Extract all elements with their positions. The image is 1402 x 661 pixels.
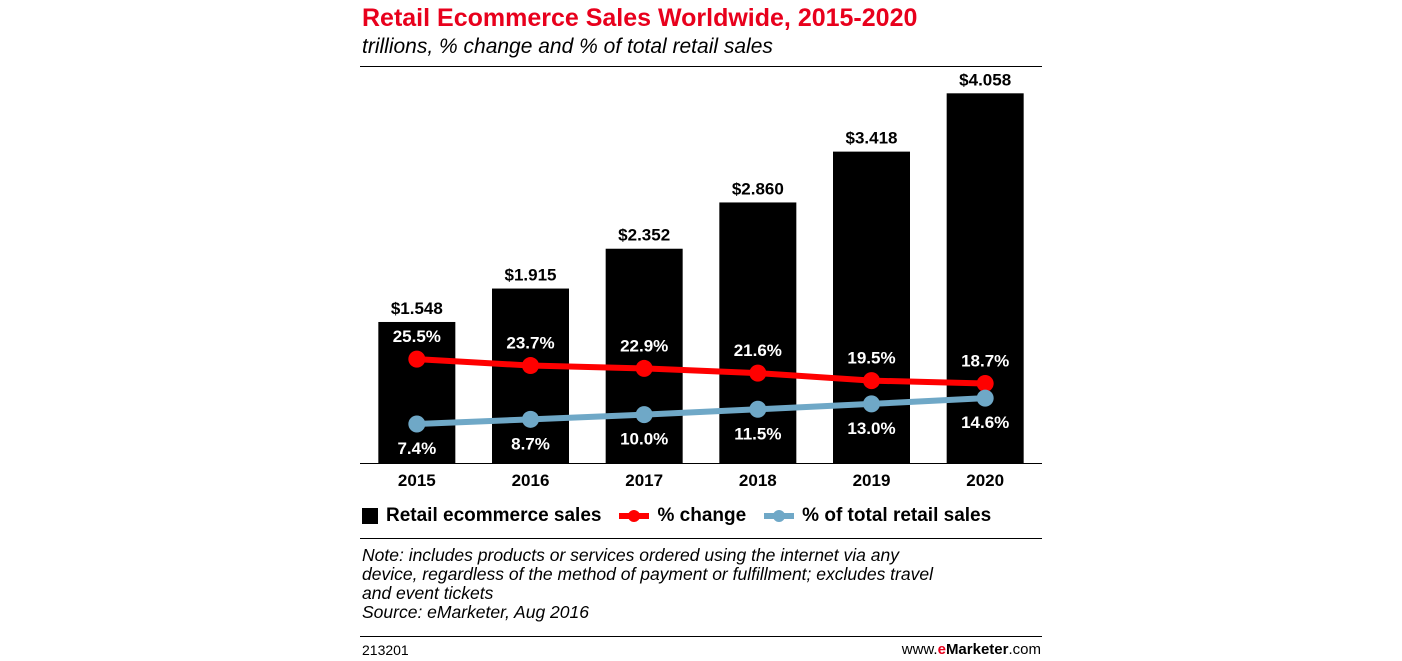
share-point <box>522 410 539 428</box>
bar-value-label: $2.860 <box>732 179 784 198</box>
legend-item-change: % change <box>619 505 746 527</box>
change-value-label: 25.5% <box>393 327 441 346</box>
x-tick-label: 2020 <box>966 471 1004 490</box>
chart-title: Retail Ecommerce Sales Worldwide, 2015-2… <box>362 4 918 32</box>
bar-value-label: $1.915 <box>505 266 557 285</box>
note-line: and event tickets <box>362 583 494 603</box>
change-value-label: 22.9% <box>620 336 668 355</box>
change-value-label: 23.7% <box>506 334 554 353</box>
share-value-label: 7.4% <box>397 439 436 458</box>
legend-swatch-share <box>764 510 795 522</box>
legend-item-sales: Retail ecommerce sales <box>362 505 601 527</box>
legend-label-change: % change <box>657 505 747 526</box>
brand-link[interactable]: www.eMarketer.com <box>902 641 1041 658</box>
share-value-label: 8.7% <box>511 434 550 453</box>
share-value-label: 13.0% <box>847 419 895 438</box>
bar-value-label: $3.418 <box>846 129 898 148</box>
change-point <box>749 364 767 382</box>
change-point <box>408 350 426 368</box>
x-tick-label: 2018 <box>739 471 777 490</box>
chart-legend: Retail ecommerce sales % change % of tot… <box>362 501 991 531</box>
share-point <box>863 395 880 413</box>
legend-divider <box>360 538 1042 539</box>
change-point <box>522 357 539 375</box>
share-value-label: 11.5% <box>734 424 781 443</box>
share-point <box>749 400 767 418</box>
x-tick-label: 2017 <box>625 471 663 490</box>
chart-subtitle: trillions, % change and % of total retai… <box>362 35 773 58</box>
change-point <box>635 359 653 377</box>
note-line: Note: includes products or services orde… <box>362 545 899 565</box>
legend-item-share: % of total retail sales <box>764 505 991 527</box>
share-line <box>413 395 989 427</box>
source-line: Source: eMarketer, Aug 2016 <box>362 602 589 622</box>
change-value-label: 21.6% <box>734 341 782 360</box>
share-point <box>976 389 994 407</box>
legend-label-share: % of total retail sales <box>802 505 992 526</box>
chart-id: 213201 <box>362 642 409 658</box>
bar-value-label: $1.548 <box>391 299 443 318</box>
change-point <box>976 374 994 392</box>
chart-note: Note: includes products or services orde… <box>362 546 1042 622</box>
brand-name: Marketer <box>945 641 1009 658</box>
legend-swatch-sales <box>362 508 378 524</box>
footer-divider <box>360 636 1042 637</box>
combo-chart: $1.548 $1.915 $2.352 $2.860 $3.418 $4.058 2015… <box>360 70 1042 490</box>
change-value-label: 18.7% <box>961 351 1009 370</box>
bar <box>946 93 1024 464</box>
x-tick-label: 2015 <box>398 471 436 490</box>
legend-label-sales: Retail ecommerce sales <box>386 505 602 526</box>
bar <box>833 151 910 464</box>
bar <box>605 248 683 463</box>
change-value-label: 19.5% <box>847 349 895 368</box>
share-point <box>635 406 653 424</box>
note-line: device, regardless of the method of paym… <box>362 564 933 584</box>
legend-swatch-change <box>619 510 650 522</box>
title-divider <box>360 66 1042 67</box>
change-point <box>863 372 880 390</box>
brand-prefix: www. <box>901 641 938 658</box>
bar <box>492 288 569 463</box>
share-value-label: 10.0% <box>620 430 668 449</box>
bar-value-label: $4.058 <box>959 70 1011 89</box>
bar <box>719 202 797 464</box>
share-value-label: 14.6% <box>961 413 1009 432</box>
bar <box>378 321 456 463</box>
x-tick-label: 2016 <box>512 471 550 490</box>
bar-value-label: $2.352 <box>618 226 670 245</box>
x-tick-label: 2019 <box>853 471 891 490</box>
share-point <box>408 415 426 433</box>
brand-accent: e <box>937 641 946 658</box>
brand-suffix: .com <box>1008 641 1041 658</box>
change-line <box>413 356 989 387</box>
